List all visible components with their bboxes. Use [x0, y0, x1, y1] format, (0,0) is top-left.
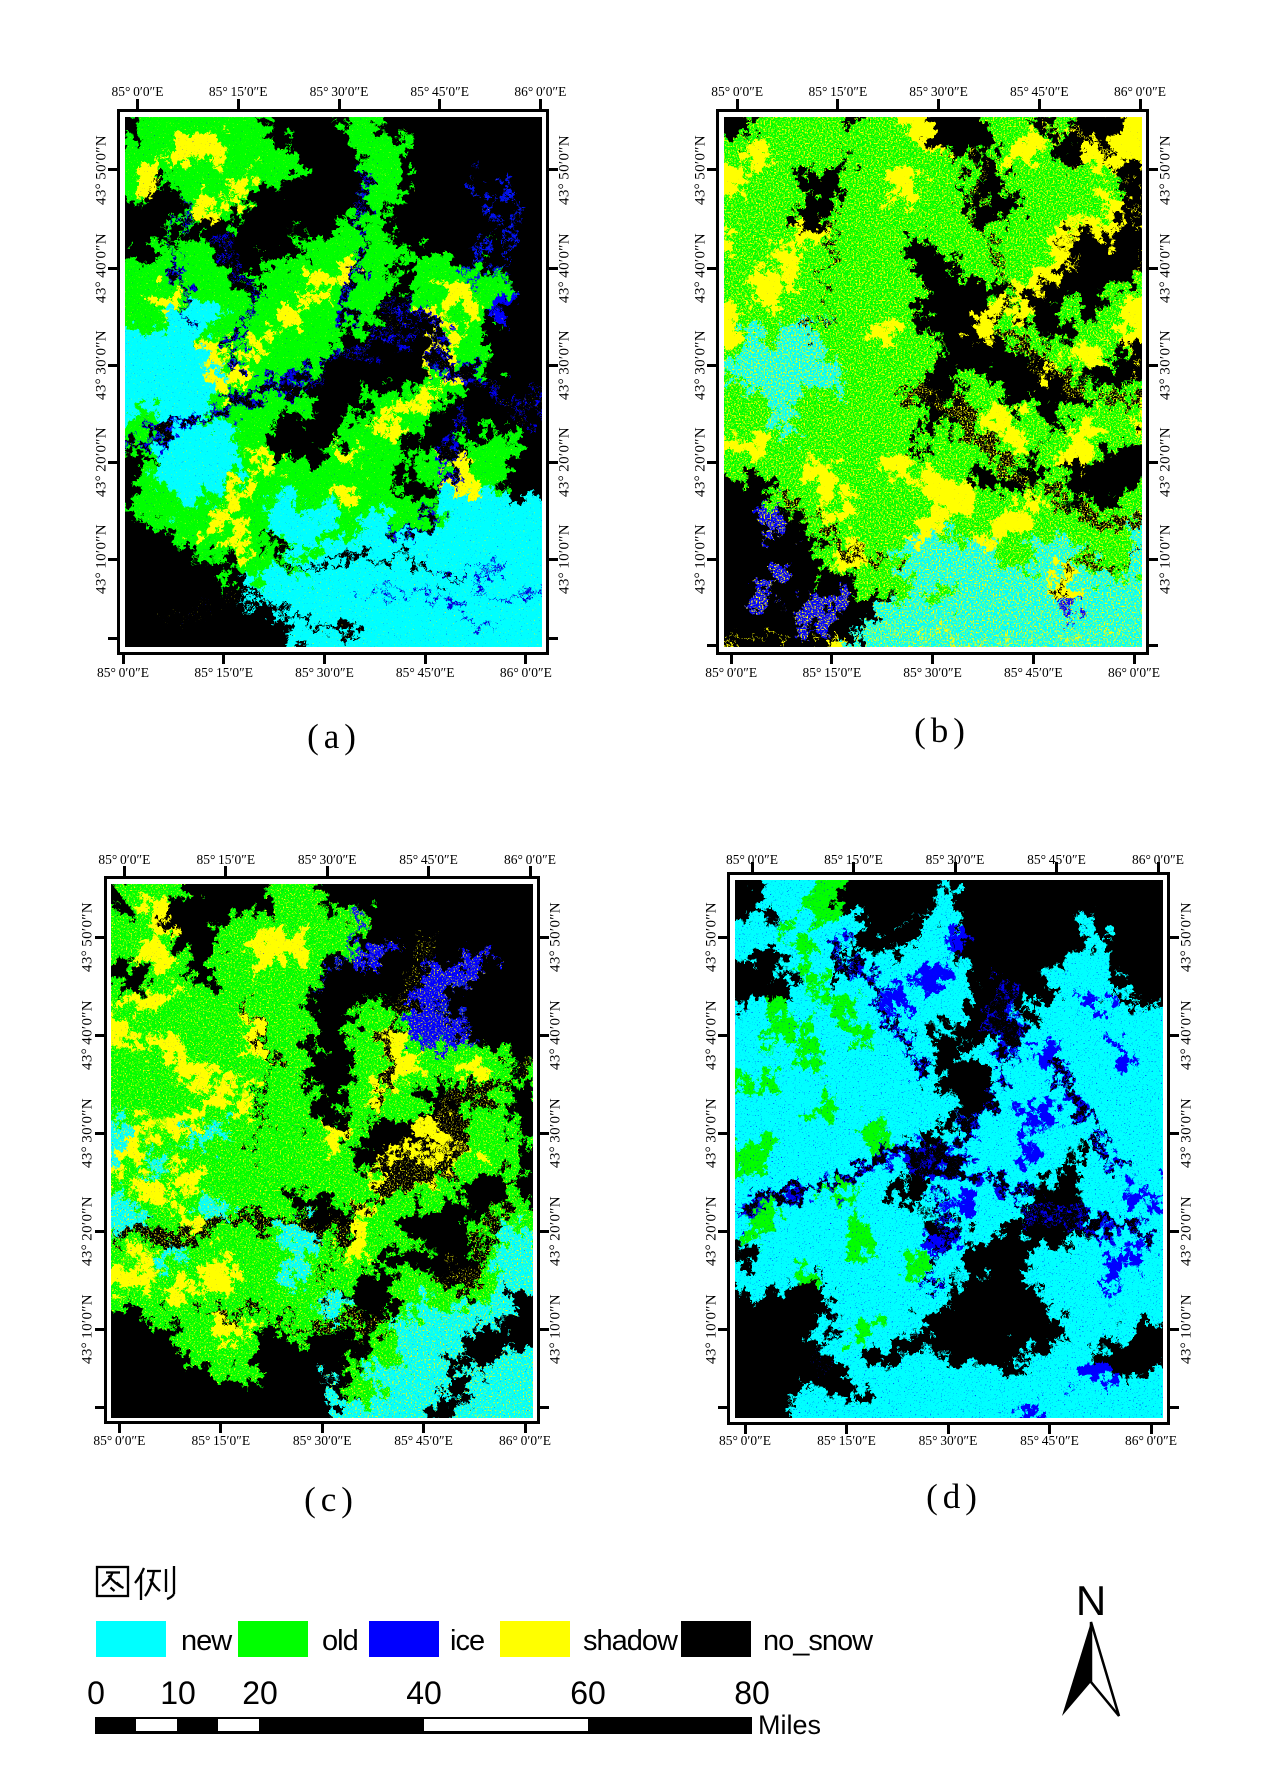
svg-text:N: N: [1076, 1577, 1106, 1624]
